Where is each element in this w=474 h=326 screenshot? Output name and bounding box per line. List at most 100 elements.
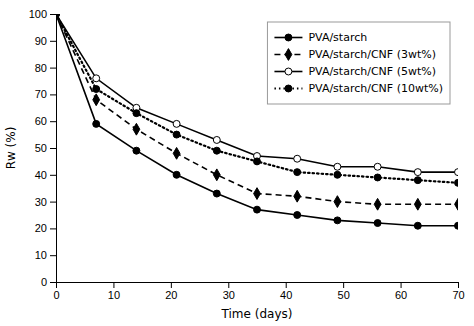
tick: 60 [35,115,56,127]
marker [173,120,180,127]
marker [294,155,301,162]
tick: 70 [35,88,56,100]
marker [455,179,458,186]
legend-marker [285,49,292,61]
tick-mark [458,282,459,288]
tick-label: 90 [35,35,47,47]
legend-item: PVA/starch [274,31,367,44]
series-line [56,14,458,226]
marker [93,94,100,106]
series-line [56,14,458,172]
series-group [56,14,458,229]
marker [93,120,100,127]
tick-mark [50,94,56,95]
marker [374,174,381,181]
marker [173,147,180,159]
tick-label: 20 [165,289,177,301]
legend-item: PVA/starch/CNF (10wt%) [274,82,443,95]
marker [334,217,341,224]
marker [374,163,381,170]
marker [294,169,301,176]
tick-mark [171,282,172,288]
tick-label: 30 [35,196,47,208]
tick: 40 [280,282,292,301]
tick-mark [401,282,402,288]
marker [173,131,180,138]
marker [133,110,140,117]
marker [414,169,421,176]
tick-mark [50,202,56,203]
marker [334,163,341,170]
tick-mark [50,68,56,69]
marker [93,75,100,82]
tick-mark [50,148,56,149]
marker [374,198,381,210]
marker [414,222,421,229]
legend-label: PVA/starch [308,31,367,44]
tick-label: 100 [29,8,47,20]
marker [414,198,421,210]
tick: 30 [35,196,56,208]
y-axis-title: Rw (%) [4,127,18,170]
marker [213,190,220,197]
series-line [56,14,458,204]
marker [213,169,220,181]
tick-label: 40 [35,169,47,181]
tick-mark [50,14,56,15]
marker [455,198,458,210]
tick: 0 [53,282,59,301]
tick-label: 70 [452,289,464,301]
legend-label: PVA/starch/CNF (5wt%) [308,65,436,78]
tick: 50 [338,282,350,301]
legend-label: PVA/starch/CNF (3wt%) [308,48,436,61]
tick-label: 0 [53,289,59,301]
tick: 20 [35,222,56,234]
tick: 10 [108,282,120,301]
marker [173,171,180,178]
marker [254,206,261,213]
legend-marker [285,85,292,92]
marker [414,177,421,184]
legend: PVA/starch PVA/starch/CNF (3wt%) PVA/starc… [267,22,450,104]
tick: 30 [223,282,235,301]
x-axis: 0 10 20 30 40 50 60 70 [53,282,464,301]
marker [56,14,59,17]
tick: 70 [452,282,464,301]
chart: 0102030405060700102030405060708090100PVA… [0,0,474,326]
tick-mark [286,282,287,288]
tick-mark [50,255,56,256]
tick-label: 50 [338,289,350,301]
tick-mark [50,41,56,42]
legend-box [267,22,450,104]
legend-marker [285,68,292,75]
legend-label: PVA/starch/CNF (10wt%) [308,82,443,95]
marker [93,86,100,93]
tick-mark [50,282,56,283]
marker [334,196,341,208]
tick-label: 80 [35,62,47,74]
marker [294,212,301,219]
tick: 80 [35,62,56,74]
tick-label: 50 [35,142,47,154]
tick-label: 30 [223,289,235,301]
tick: 90 [35,35,56,47]
tick-label: 10 [35,249,47,261]
tick-mark [50,228,56,229]
series-line [56,14,458,183]
tick: 50 [35,142,56,154]
marker [213,136,220,143]
marker [56,14,59,17]
tick-label: 60 [395,289,407,301]
tick-mark [343,282,344,288]
legend-marker [285,34,292,41]
tick: 60 [395,282,407,301]
marker [374,220,381,227]
marker [56,14,59,17]
tick-label: 20 [35,222,47,234]
tick-label: 70 [35,88,47,100]
plot: 0102030405060700102030405060708090100PVA… [29,8,465,301]
marker [334,171,341,178]
y-axis: 0102030405060708090100 [29,8,57,288]
legend-item: PVA/starch/CNF (5wt%) [274,65,436,78]
marker [294,190,301,202]
